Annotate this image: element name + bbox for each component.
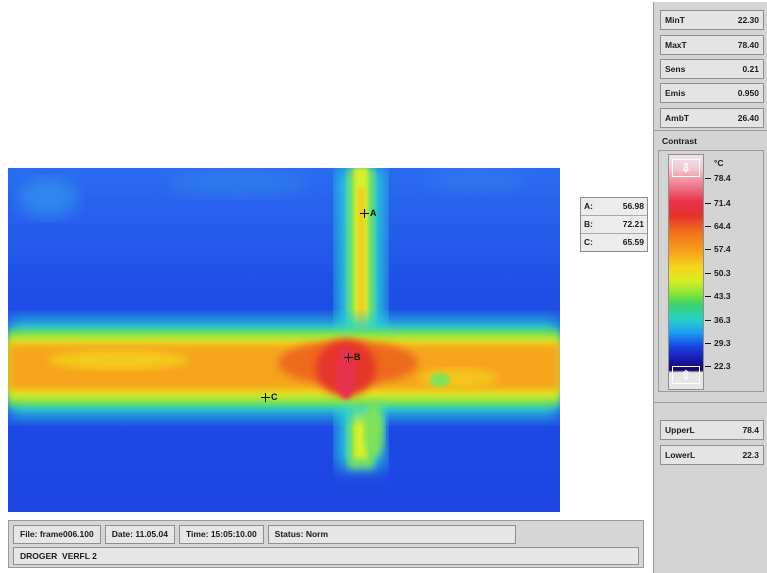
crosshair-icon — [344, 352, 353, 362]
param-value: 26.40 — [737, 113, 759, 123]
readout-value: 65.59 — [622, 237, 644, 247]
param-upperl[interactable]: UpperL 78.4 — [660, 420, 764, 440]
point-readout: A: 56.98 B: 72.21 C: 65.59 — [580, 197, 648, 252]
scale-tick: 71.4 — [705, 198, 731, 208]
readout-label: A: — [584, 201, 593, 211]
param-value: 22.3 — [742, 450, 759, 460]
divider — [654, 402, 767, 403]
param-lowerl[interactable]: LowerL 22.3 — [660, 445, 764, 465]
param-sens[interactable]: Sens 0.21 — [660, 59, 764, 79]
thermal-image[interactable]: A B C — [8, 168, 560, 512]
scale-tick: 29.3 — [705, 338, 731, 348]
contrast-label: Contrast — [662, 136, 697, 146]
param-ambt[interactable]: AmbT 26.40 — [660, 108, 764, 128]
marker-c-label: C — [271, 392, 278, 402]
status-bar: File: frame006.100 Date: 11.05.04 Time: … — [8, 520, 644, 568]
param-label: LowerL — [665, 450, 696, 460]
comment-field[interactable]: DROGER VERFL 2 — [13, 547, 639, 565]
param-value: 22.30 — [737, 15, 759, 25]
scale-tick: 78.4 — [705, 173, 731, 183]
marker-a-label: A — [370, 208, 377, 218]
param-value: 78.4 — [742, 425, 759, 435]
status-info-row: File: frame006.100 Date: 11.05.04 Time: … — [13, 525, 516, 544]
crosshair-icon — [261, 392, 270, 402]
divider — [654, 130, 767, 131]
scale-tick: 50.3 — [705, 268, 731, 278]
scale-unit: °C — [714, 158, 724, 168]
color-scale-frame — [658, 150, 764, 392]
thermal-heatmap — [8, 168, 560, 512]
param-value: 78.40 — [737, 40, 759, 50]
readout-value: 56.98 — [622, 201, 644, 211]
param-label: UpperL — [665, 425, 695, 435]
marker-b[interactable]: B — [344, 352, 361, 362]
readout-row-b: B: 72.21 — [581, 216, 647, 234]
param-emis[interactable]: Emis 0.950 — [660, 83, 764, 103]
color-scale-bar[interactable] — [668, 154, 704, 390]
status-field: Status: Norm — [267, 525, 516, 544]
scale-tick: 57.4 — [705, 244, 731, 254]
readout-row-a: A: 56.98 — [581, 198, 647, 216]
marker-c[interactable]: C — [261, 392, 278, 402]
param-value: 0.21 — [742, 64, 759, 74]
marker-b-label: B — [354, 352, 361, 362]
readout-label: B: — [584, 219, 593, 229]
param-label: MinT — [665, 15, 685, 25]
readout-value: 72.21 — [622, 219, 644, 229]
marker-a[interactable]: A — [360, 208, 377, 218]
scale-tick: 22.3 — [705, 361, 731, 371]
crosshair-icon — [360, 208, 369, 218]
arrow-down-icon[interactable]: ⇩ — [672, 159, 700, 177]
param-label: Emis — [665, 88, 686, 98]
param-label: AmbT — [665, 113, 690, 123]
date-field: Date: 11.05.04 — [104, 525, 175, 544]
param-label: MaxT — [665, 40, 687, 50]
param-maxt[interactable]: MaxT 78.40 — [660, 35, 764, 55]
readout-label: C: — [584, 237, 593, 247]
readout-row-c: C: 65.59 — [581, 234, 647, 251]
comment-row: DROGER VERFL 2 — [13, 547, 639, 565]
file-field: File: frame006.100 — [13, 525, 101, 544]
parameter-panel: MinT 22.30 MaxT 78.40 Sens 0.21 Emis 0.9… — [653, 2, 767, 573]
param-value: 0.950 — [737, 88, 759, 98]
scale-tick: 43.3 — [705, 291, 731, 301]
scale-tick: 36.3 — [705, 315, 731, 325]
arrow-up-icon[interactable]: ⇧ — [672, 366, 700, 384]
param-mint[interactable]: MinT 22.30 — [660, 10, 764, 30]
time-field: Time: 15:05:10.00 — [178, 525, 264, 544]
param-label: Sens — [665, 64, 686, 74]
scale-tick: 64.4 — [705, 221, 731, 231]
